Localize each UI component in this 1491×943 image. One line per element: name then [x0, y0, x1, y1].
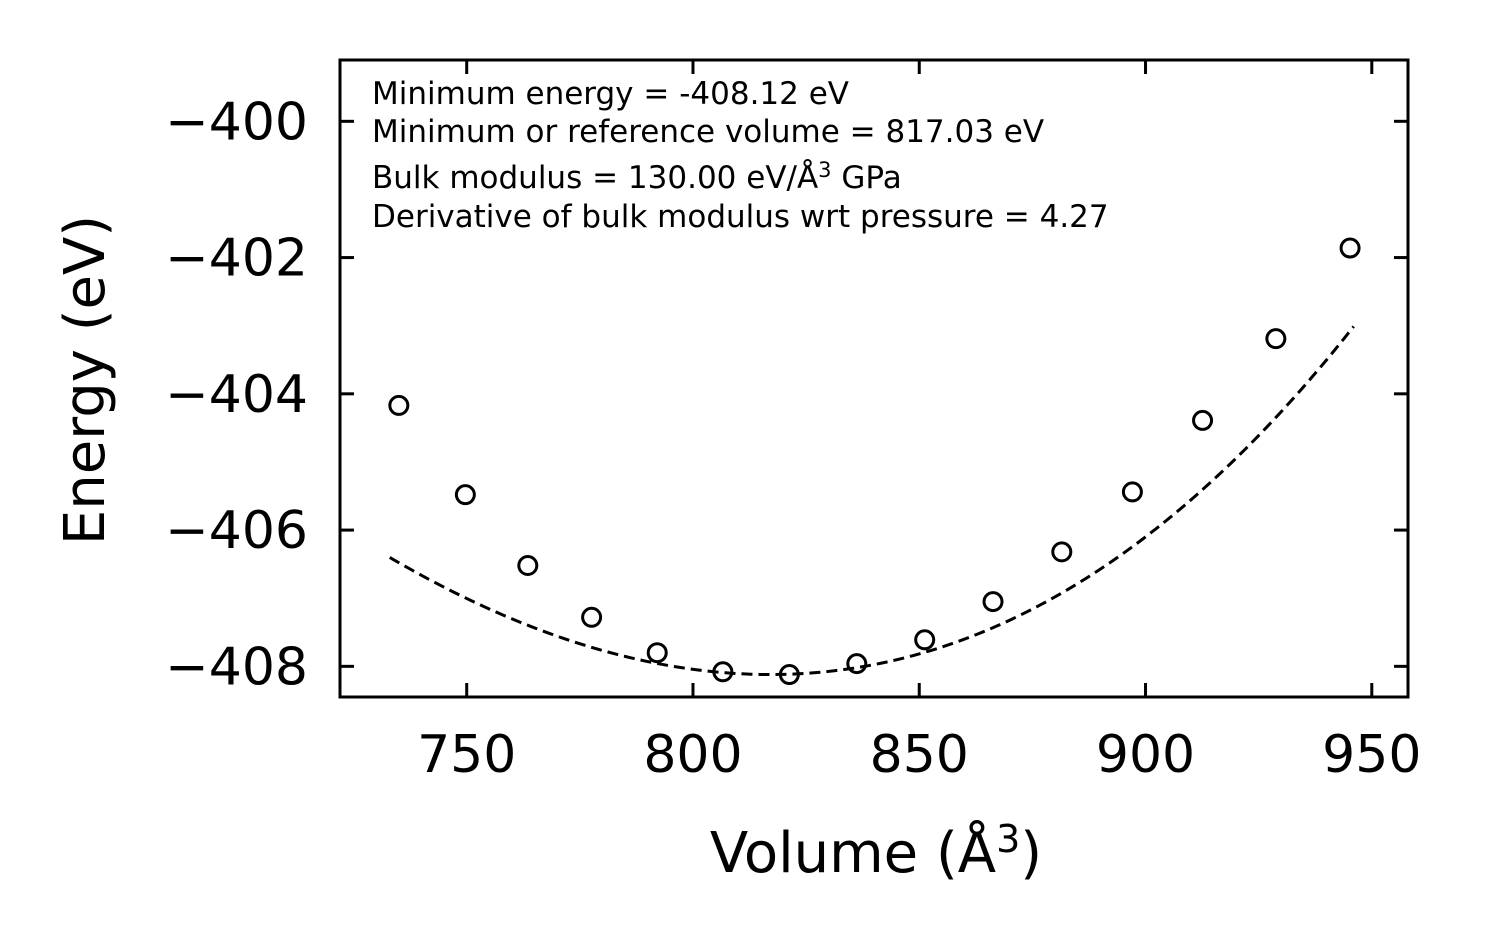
fit-curve [389, 325, 1355, 677]
ticks-layer: 750 800 850 900 950 −400 −402 −404 −406 −408 [165, 60, 1421, 785]
data-point [982, 591, 1004, 613]
annotation-bulk-modulus: Bulk modulus = 130.00 eV/Å3 GPa [372, 158, 902, 196]
points-layer [388, 237, 1361, 686]
x-axis-label-superscript: 3 [996, 817, 1020, 861]
annotation-bulk-modulus-unit: GPa [832, 160, 902, 196]
data-point [712, 661, 734, 683]
y-tick-label: −400 [165, 92, 308, 152]
data-point [581, 606, 603, 628]
data-point [454, 484, 476, 506]
x-tick-label: 950 [1322, 725, 1421, 785]
data-point [846, 653, 868, 675]
plot-frame [338, 58, 1410, 699]
annotation-reference-volume: Minimum or reference volume = 817.03 eV [372, 114, 1044, 150]
data-point [1051, 541, 1073, 563]
data-point [778, 664, 800, 686]
x-axis-label: Volume (Å3) [710, 817, 1042, 886]
x-tick-label: 750 [417, 725, 516, 785]
data-point [1192, 409, 1214, 431]
fit-layer [389, 325, 1355, 677]
annotation-block: Minimum energy = -408.12 eV Minimum or r… [372, 76, 1109, 235]
x-axis-label-text: Volume (Å [710, 820, 996, 886]
y-tick-label: −406 [165, 501, 308, 561]
y-tick-label: −402 [165, 229, 308, 289]
data-point [914, 629, 936, 651]
data-point [646, 642, 668, 664]
data-point [1265, 328, 1287, 350]
x-tick-label: 900 [1096, 725, 1195, 785]
y-axis-label: Energy (eV) [53, 215, 118, 545]
y-tick-label: −408 [165, 637, 308, 697]
annotation-bulk-modulus-text: Bulk modulus = 130.00 eV/Å [372, 160, 818, 196]
annotation-bulk-modulus-derivative: Derivative of bulk modulus wrt pressure … [372, 199, 1109, 235]
data-point [1121, 481, 1143, 503]
x-axis-label-suffix: ) [1020, 821, 1042, 886]
data-point [517, 555, 539, 577]
annotation-bulk-modulus-superscript: 3 [818, 158, 831, 182]
data-point [388, 394, 410, 416]
x-tick-label: 800 [643, 725, 742, 785]
data-point [1339, 237, 1361, 259]
y-tick-label: −404 [165, 365, 308, 425]
x-tick-label: 850 [870, 725, 969, 785]
annotation-min-energy: Minimum energy = -408.12 eV [372, 76, 849, 112]
